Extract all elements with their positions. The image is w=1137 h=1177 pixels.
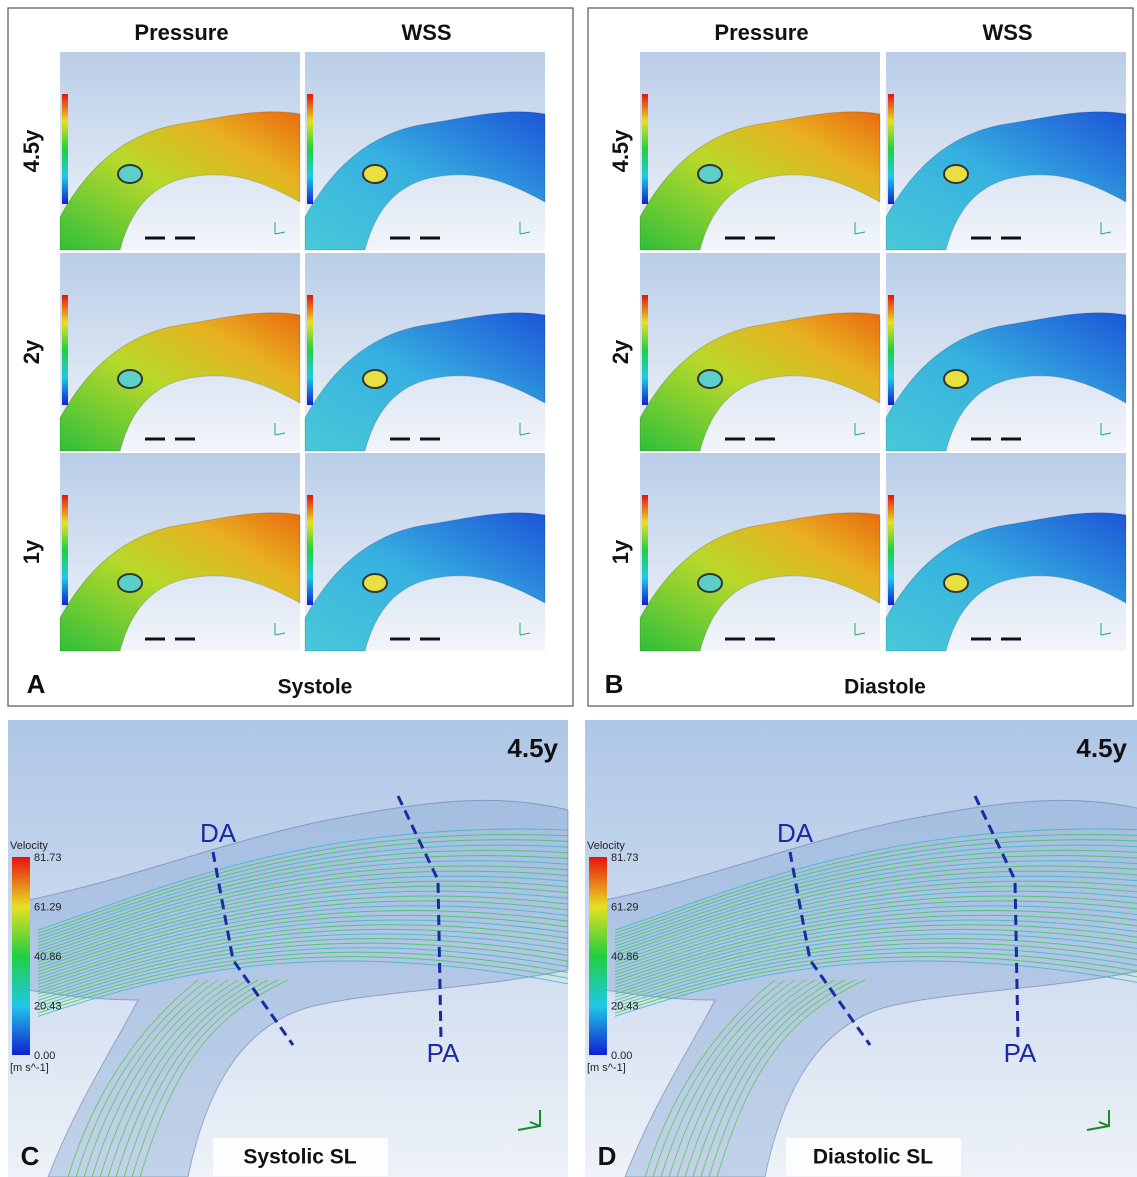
column-header: Pressure	[714, 20, 808, 45]
simulation-image	[60, 453, 300, 651]
color-scale	[642, 295, 648, 405]
color-scale	[888, 94, 894, 204]
branch-opening	[118, 165, 142, 183]
legend-tick: 40.86	[34, 951, 62, 963]
branch-opening	[698, 165, 722, 183]
legend-tick: 61.29	[34, 901, 62, 913]
panel-letter: C	[21, 1141, 40, 1171]
legend-tick: 81.73	[34, 852, 62, 864]
figure: Pressure WSS 4.5y 2y 1y A Systole Pressure WSS 4.…	[0, 0, 1137, 1177]
age-label: 4.5y	[507, 733, 558, 763]
color-scale	[307, 94, 313, 204]
branch-opening	[363, 370, 387, 388]
region-label: PA	[1004, 1038, 1037, 1068]
column-header: WSS	[401, 20, 451, 45]
simulation-image	[640, 253, 880, 451]
row-label: 1y	[19, 539, 44, 564]
simulation-image	[640, 453, 880, 651]
branch-opening	[944, 165, 968, 183]
color-scale	[888, 295, 894, 405]
panel-letter: D	[598, 1141, 617, 1171]
row-label: 4.5y	[608, 129, 633, 173]
region-label: DA	[200, 818, 237, 848]
color-scale	[642, 495, 648, 605]
color-bar	[12, 857, 30, 1055]
legend-tick: 0.00	[611, 1050, 632, 1062]
branch-opening	[363, 574, 387, 592]
branch-opening	[698, 574, 722, 592]
legend-tick: 81.73	[611, 852, 639, 864]
simulation-image	[886, 253, 1126, 451]
row-label: 2y	[19, 339, 44, 364]
branch-opening	[118, 574, 142, 592]
color-scale	[888, 495, 894, 605]
legend-tick: 20.43	[34, 1000, 62, 1012]
legend-tick: 40.86	[611, 951, 639, 963]
simulation-image	[60, 52, 300, 250]
color-bar	[589, 857, 607, 1055]
simulation-image	[305, 453, 545, 651]
legend-unit: [m s^-1]	[587, 1062, 626, 1074]
legend-tick: 20.43	[611, 1000, 639, 1012]
color-scale	[62, 295, 68, 405]
simulation-image	[886, 52, 1126, 250]
legend-unit: [m s^-1]	[10, 1062, 49, 1074]
row-label: 1y	[608, 539, 633, 564]
branch-opening	[363, 165, 387, 183]
panel-caption: Systole	[278, 676, 353, 699]
simulation-image	[305, 52, 545, 250]
panel-letter: B	[605, 669, 624, 699]
age-label: 4.5y	[1076, 733, 1127, 763]
legend-tick: 61.29	[611, 901, 639, 913]
branch-opening	[944, 370, 968, 388]
simulation-image	[60, 253, 300, 451]
simulation-image	[305, 253, 545, 451]
page: {"panels": [ {"letter": "A", "caption": …	[0, 0, 1137, 1177]
branch-opening	[698, 370, 722, 388]
legend-tick: 0.00	[34, 1050, 55, 1062]
region-label: DA	[777, 818, 814, 848]
column-header: Pressure	[134, 20, 228, 45]
panel-letter: A	[27, 669, 46, 699]
color-scale	[307, 295, 313, 405]
branch-opening	[118, 370, 142, 388]
panel-caption: Diastolic SL	[813, 1146, 933, 1169]
color-scale	[62, 495, 68, 605]
region-label: PA	[427, 1038, 460, 1068]
row-label: 4.5y	[19, 129, 44, 173]
branch-opening	[944, 574, 968, 592]
panel-caption: Systolic SL	[243, 1146, 356, 1169]
legend-title: Velocity	[587, 840, 625, 852]
row-label: 2y	[608, 339, 633, 364]
color-scale	[642, 94, 648, 204]
legend-title: Velocity	[10, 840, 48, 852]
color-scale	[307, 495, 313, 605]
simulation-image	[640, 52, 880, 250]
panel-caption: Diastole	[844, 676, 926, 699]
color-scale	[62, 94, 68, 204]
column-header: WSS	[982, 20, 1032, 45]
simulation-image	[886, 453, 1126, 651]
